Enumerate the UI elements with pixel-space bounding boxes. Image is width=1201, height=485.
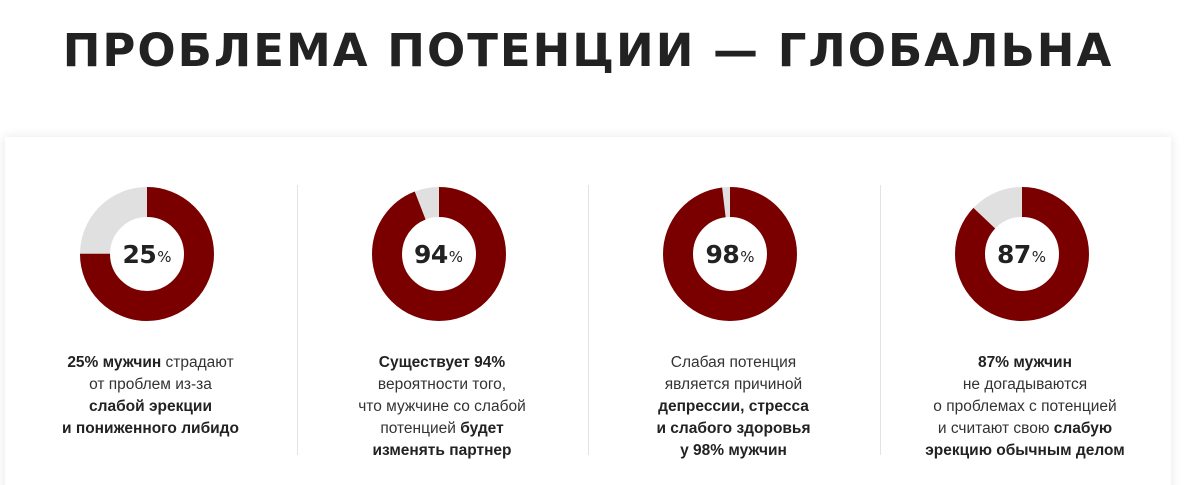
caption-line: потенцией будет [307, 418, 578, 440]
caption-line: и считают свою слабую [890, 418, 1161, 440]
caption-text: о проблемах с потенцией [933, 398, 1117, 415]
caption-line: не догадываются [890, 374, 1161, 396]
donut-chart: 98% [663, 187, 797, 321]
donut-arc [371, 187, 506, 321]
caption-bold-text: слабой эрекции [89, 398, 212, 415]
stat-caption: Существует 94% вероятности того, что мужчи… [307, 352, 578, 462]
stat-column: 87% 87% мужчин не догадываются о проблемах … [879, 137, 1172, 485]
donut-svg [371, 187, 506, 321]
stat-caption: 87% мужчин не догадываются о проблемах с п… [890, 352, 1161, 462]
donut-arc [663, 187, 797, 321]
donut-svg [80, 187, 214, 321]
caption-line: Слабая потенция [598, 352, 869, 374]
donut-arc [954, 187, 1089, 321]
caption-line: эрекцию обычным делом [890, 440, 1161, 462]
caption-line: слабой эрекции [15, 396, 286, 418]
caption-line: является причиной [598, 374, 869, 396]
stat-caption: Слабая потенция является причиной депресси… [598, 352, 869, 462]
stat-column: 98% Слабая потенция является причиной депре… [588, 137, 880, 485]
caption-text: страдают [161, 354, 234, 371]
caption-line: вероятности того, [307, 374, 578, 396]
caption-line: 25% мужчин страдают [15, 352, 286, 374]
stat-column: 94% Существует 94% вероятности того, что му… [296, 137, 589, 485]
stat-column: 25% 25% мужчин страдают от проблем из-за сл… [5, 137, 297, 485]
donut-svg [663, 187, 797, 321]
donut-arc [80, 187, 214, 321]
stat-caption: 25% мужчин страдают от проблем из-за слабо… [15, 352, 286, 440]
stats-columns: 25% 25% мужчин страдают от проблем из-за сл… [5, 137, 1171, 485]
caption-line: и пониженного либидо [15, 418, 286, 440]
caption-line: изменять партнер [307, 440, 578, 462]
caption-text: Слабая потенция [670, 354, 797, 371]
caption-bold-text: и пониженного либидо [62, 420, 239, 437]
caption-line: от проблем из-за [15, 374, 286, 396]
caption-line: что мужчине со слабой [307, 396, 578, 418]
caption-bold-text: у 98% мужчин [680, 442, 787, 459]
stats-panel: 25% 25% мужчин страдают от проблем из-за сл… [5, 137, 1171, 485]
page-title: ПРОБЛЕМА ПОТЕНЦИИ — ГЛОБАЛЬНА [62, 24, 1114, 77]
donut-chart: 94% [371, 187, 506, 321]
caption-line: о проблемах с потенцией [890, 396, 1161, 418]
caption-bold-text: 87% мужчин [978, 354, 1072, 371]
caption-bold-text: будет [460, 420, 504, 437]
caption-text: не догадываются [962, 376, 1088, 393]
caption-line: и слабого здоровья [598, 418, 869, 440]
donut-chart: 87% [954, 187, 1089, 321]
caption-bold-text: депрессии, стресса [658, 398, 809, 415]
caption-line: у 98% мужчин [598, 440, 869, 462]
caption-bold-text: слабую [1053, 420, 1113, 437]
caption-bold-text: эрекцию обычным делом [925, 442, 1125, 459]
caption-text: потенцией [380, 420, 461, 437]
caption-text: от проблем из-за [89, 376, 212, 393]
donut-chart: 25% [80, 187, 214, 321]
caption-text: является причиной [664, 376, 803, 393]
caption-text: вероятности того, [377, 376, 507, 393]
caption-bold-text: и слабого здоровья [656, 420, 811, 437]
caption-line: 87% мужчин [890, 352, 1161, 374]
caption-bold-text: изменять партнер [372, 442, 512, 459]
caption-text: что мужчине со слабой [358, 398, 526, 415]
caption-text: и считают свою [937, 420, 1054, 437]
caption-bold-text: 25% мужчин [67, 354, 162, 371]
donut-svg [954, 187, 1089, 321]
caption-line: Существует 94% [307, 352, 578, 374]
caption-line: депрессии, стресса [598, 396, 869, 418]
caption-bold-text: Существует 94% [378, 354, 506, 371]
